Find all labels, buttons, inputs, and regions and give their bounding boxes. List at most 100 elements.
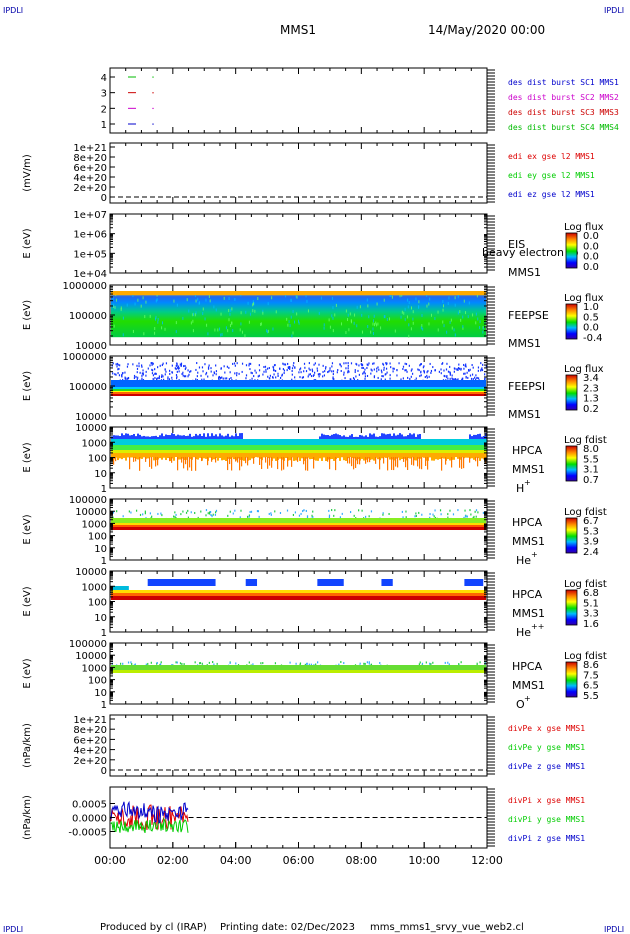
hpca-h-col [445, 445, 447, 450]
feepse-speckle [457, 295, 459, 299]
feepsi-speck [350, 362, 353, 365]
feepsi-speck [471, 364, 473, 367]
hpca-h-col [127, 439, 129, 445]
hpca-h-col [359, 450, 361, 453]
feepse-speckle [307, 309, 309, 313]
hpca-o-speck [364, 662, 366, 665]
feepsi-speck [185, 375, 187, 378]
feepsi-speck [453, 378, 455, 381]
hpca-h-col [383, 450, 385, 453]
hpca-h-col [467, 453, 469, 458]
feepsi-speck [316, 369, 319, 372]
hpca-h-col [281, 445, 283, 450]
hpca-h-col [319, 450, 321, 453]
feepsi-speck [248, 364, 250, 367]
hpca-h-col [395, 453, 397, 459]
hpca-h-col [433, 450, 435, 453]
feepsi-speck [263, 370, 265, 373]
hpca-h-col [297, 453, 299, 458]
feepsi-speck [204, 363, 206, 366]
hpca-h-col [115, 439, 117, 445]
feepse-speckle [386, 317, 388, 321]
hpca-h-col [477, 453, 479, 459]
feepse-speckle [415, 297, 417, 301]
hpca-h-col [197, 439, 199, 445]
hpca-h-col [247, 445, 249, 450]
hpca-h-col [225, 445, 227, 450]
hpca-h-col [217, 439, 219, 445]
feepsi-speck [373, 376, 375, 379]
hpca-h-col [119, 445, 121, 450]
hpca-h-col [237, 445, 239, 450]
hpca-h-col [481, 450, 483, 453]
feepsi-speck [294, 376, 296, 379]
hpca-h-col [139, 453, 141, 459]
hpca-o-speck [419, 661, 421, 664]
feepsi-speck [364, 368, 366, 371]
hpca-o-speck [379, 661, 381, 664]
hpca-h-col [441, 445, 443, 450]
hpca-o-speck [160, 661, 162, 664]
hpca-h-drip [171, 457, 173, 463]
hpca-h-col [445, 453, 447, 461]
feepsi-speck [477, 369, 479, 372]
feepsi-speck [382, 363, 385, 366]
feepsi-speck [384, 373, 386, 376]
feepsi-speck [420, 363, 422, 366]
feepsi-speck [122, 378, 124, 381]
feepsi-speck [151, 363, 153, 366]
corner-br: IPDLI [604, 925, 624, 934]
feepse-speckle [323, 323, 325, 327]
feepsi-speck [311, 370, 314, 373]
feepse-speckle [443, 304, 445, 308]
hpca-h-col [321, 439, 323, 445]
hpca-h-col [431, 453, 433, 461]
feepse-speckle [294, 320, 296, 324]
feepsi-speck [118, 374, 121, 377]
hpca-h-col [473, 450, 475, 453]
feepsi-speck [183, 365, 185, 368]
hpca-h-col [419, 450, 421, 453]
hpca-h-col [135, 453, 137, 459]
feepse-speckle [161, 326, 163, 330]
feepsi-speck [404, 369, 406, 372]
hpca-h-col [229, 453, 231, 459]
feepse-speckle [275, 310, 277, 314]
hpca-h-col [307, 439, 309, 445]
hpca-h-col [277, 453, 279, 460]
hpca-h-col [157, 445, 159, 450]
hpca-h-drip [405, 457, 407, 468]
hpca-o-speck [216, 662, 218, 665]
hpca-o-speck [199, 662, 201, 665]
hpca-h-col [113, 450, 115, 453]
hpca-h-col [153, 450, 155, 453]
hpca-h-col [157, 439, 159, 445]
divpi-series-z [110, 800, 189, 824]
feepsi-speck [449, 365, 451, 368]
hpca-h-col [167, 439, 169, 445]
feepsi-speck [248, 362, 250, 365]
hpca-h-col [321, 453, 323, 461]
hpca-h-col [355, 439, 357, 445]
species-label: H [516, 482, 524, 495]
hpca-h-col [137, 445, 139, 450]
hpca-he-speck [215, 509, 218, 512]
feepse-speckle [408, 301, 410, 305]
hpca-h-col [335, 439, 337, 445]
feepsi-speck [151, 362, 153, 365]
feepsi-speck [313, 373, 315, 376]
hpca-h-col [165, 450, 167, 453]
feepsi-speck [124, 371, 126, 374]
feepsi-speck [419, 375, 421, 378]
feepsi-speck [422, 366, 424, 369]
hpca-h-col [225, 439, 227, 445]
hpca-he-speck [415, 515, 417, 518]
instrument-mms: MMS1 [508, 266, 541, 279]
ylabel: E (eV) [22, 658, 33, 688]
hpca-o-speck [183, 663, 185, 666]
feepsi-speck [185, 366, 187, 369]
feepsi-speck [362, 367, 364, 370]
hpca-h-col [431, 439, 433, 445]
hpca-h-col [135, 445, 137, 450]
